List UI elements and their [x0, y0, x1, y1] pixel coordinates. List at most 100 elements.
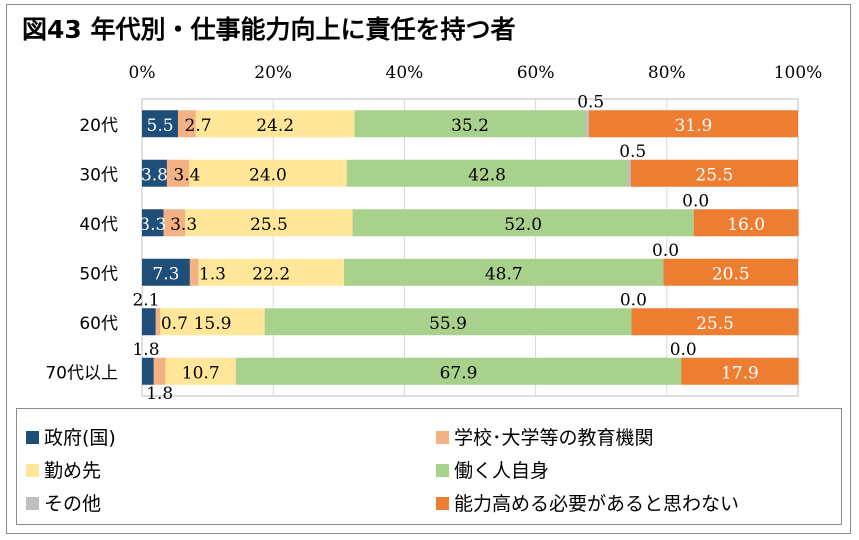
x-tick-label: 40% — [386, 63, 424, 83]
data-label: 17.9 — [721, 363, 759, 383]
legend-swatch — [436, 497, 449, 510]
bar-segment — [142, 258, 190, 286]
data-label: 0.5 — [577, 92, 604, 112]
legend-label: 勤め先 — [44, 460, 101, 482]
data-label: 3.8 — [141, 165, 168, 185]
data-label: 2.7 — [185, 116, 212, 136]
legend-label: 働く人自身 — [454, 460, 549, 482]
legend-box — [16, 408, 842, 525]
gridlines — [141, 98, 799, 397]
bar-segment — [189, 159, 347, 187]
bar-segment — [163, 209, 186, 237]
data-label: 3.4 — [173, 165, 200, 185]
data-label: 25.5 — [250, 215, 288, 235]
legend-label: 学校･大学等の教育機関 — [454, 427, 654, 449]
data-label: 24.2 — [256, 116, 294, 136]
data-label: 52.0 — [504, 215, 542, 235]
bar-segment — [346, 159, 628, 187]
bar-segment — [142, 110, 179, 138]
legend-swatch — [436, 431, 449, 444]
legend-label: その他 — [44, 493, 101, 515]
bars — [142, 110, 799, 385]
x-tick-label: 20% — [254, 63, 292, 83]
data-label: 55.9 — [429, 314, 467, 334]
data-label: 15.9 — [194, 314, 232, 334]
x-tick-label: 60% — [517, 63, 555, 83]
data-label: 0.0 — [682, 191, 709, 211]
bar-segment — [681, 357, 799, 385]
data-label: 3.3 — [170, 215, 197, 235]
legend-swatch — [26, 464, 39, 477]
data-label: 67.9 — [440, 363, 478, 383]
bar-segment — [693, 209, 799, 237]
bar-segment — [631, 308, 799, 336]
data-label: 42.8 — [468, 165, 506, 185]
category-label: 20代 — [79, 116, 118, 136]
category-label: 50代 — [79, 264, 118, 284]
data-label: 25.5 — [695, 165, 733, 185]
bar-segment — [160, 308, 265, 336]
bar-segment — [166, 159, 190, 187]
bar-segment — [198, 258, 345, 286]
bar-segment — [352, 209, 694, 237]
x-tick-label: 100% — [774, 63, 823, 83]
bar-segment — [195, 110, 355, 138]
legend-label: 政府(国) — [44, 427, 116, 449]
data-label: 0.7 — [161, 314, 188, 334]
data-label: 10.7 — [182, 363, 220, 383]
chart-frame — [6, 4, 851, 534]
bar-segment — [189, 258, 199, 286]
data-label: 0.0 — [670, 340, 697, 360]
data-label: 35.2 — [451, 116, 489, 136]
bar-segment — [178, 110, 196, 138]
data-label: 24.0 — [249, 165, 287, 185]
data-label: 5.5 — [147, 116, 174, 136]
bar-segment — [588, 110, 798, 138]
bar-segment — [264, 308, 632, 336]
x-tick-label: 80% — [648, 63, 686, 83]
bar-segment — [153, 357, 166, 385]
bar-segment — [165, 357, 236, 385]
bar-segment — [155, 308, 161, 336]
data-label: 20.5 — [712, 264, 750, 284]
legend-swatch — [26, 497, 39, 510]
bar-segment — [235, 357, 682, 385]
plot-area — [141, 98, 799, 397]
category-labels: 20代 30代 40代 50代 60代 70代以上 — [45, 116, 118, 384]
data-label: 22.2 — [252, 264, 290, 284]
chart-title: 図43 年代別・仕事能力向上に責任を持つ者 — [22, 15, 516, 44]
data-label: 48.7 — [485, 264, 523, 284]
bar-segment — [344, 258, 664, 286]
data-label: 1.8 — [132, 340, 159, 360]
bar-segment — [663, 258, 798, 286]
data-label: 3.3 — [139, 215, 166, 235]
bar-segment — [354, 110, 586, 138]
legend-swatch — [26, 431, 39, 444]
data-label: 7.3 — [152, 264, 179, 284]
bar-segment — [585, 110, 589, 138]
bar-segment — [185, 209, 353, 237]
bar-segment — [142, 159, 167, 187]
data-label: 2.1 — [132, 290, 159, 310]
data-label: 0.5 — [619, 142, 646, 162]
data-label: 25.5 — [696, 314, 734, 334]
x-axis-ticks: 0% 20% 40% 60% 80% 100% — [129, 63, 823, 83]
category-label: 30代 — [79, 165, 118, 185]
legend-swatch — [436, 464, 449, 477]
bar-segment — [142, 357, 154, 385]
data-label: 0.0 — [620, 290, 647, 310]
category-label: 60代 — [79, 314, 118, 334]
bar-segment — [627, 159, 631, 187]
data-label: 0.0 — [652, 241, 679, 261]
bar-segment — [630, 159, 798, 187]
data-label: 16.0 — [727, 215, 765, 235]
data-label: 31.9 — [674, 116, 712, 136]
bar-segment — [142, 308, 156, 336]
data-label: 1.8 — [146, 384, 173, 404]
value-labels: 5.5 2.7 24.2 35.2 0.5 31.9 3.8 3.4 24.0 42.8 0.5 25… — [132, 92, 765, 404]
x-tick-label: 0% — [129, 63, 156, 83]
legend-label: 能力高める必要があると思わない — [454, 493, 739, 515]
category-label: 70代以上 — [45, 363, 118, 383]
